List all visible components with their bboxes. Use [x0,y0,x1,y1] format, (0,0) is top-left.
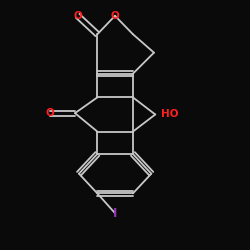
Text: O: O [46,108,54,118]
Text: O: O [110,11,120,21]
Text: HO: HO [161,110,178,120]
Text: I: I [113,207,117,220]
Text: O: O [73,11,82,21]
